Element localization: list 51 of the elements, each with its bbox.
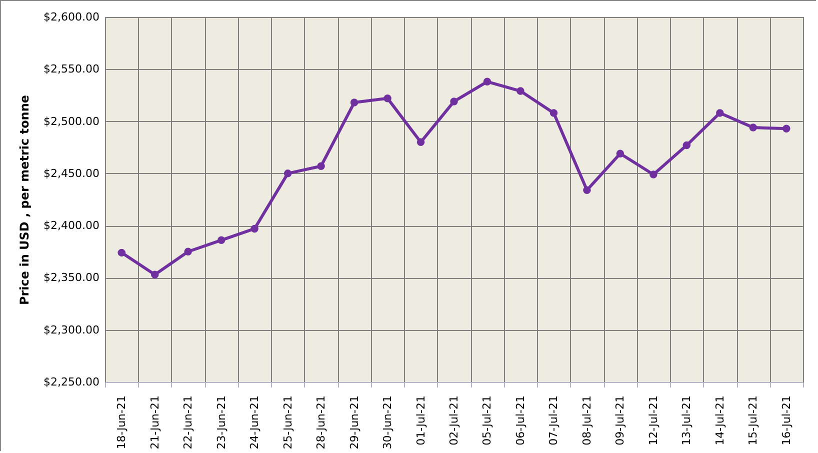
x-tick-label: 02-Jul-21 bbox=[448, 396, 460, 446]
x-tick-label: 30-Jun-21 bbox=[381, 396, 394, 450]
x-tick-label: 13-Jul-21 bbox=[680, 396, 694, 446]
x-tick-label: 12-Jul-21 bbox=[646, 396, 660, 446]
x-tick-label: 25-Jun-21 bbox=[281, 396, 294, 450]
x-tick-label: 22-Jun-21 bbox=[182, 396, 195, 450]
point bbox=[749, 124, 758, 132]
point bbox=[416, 138, 425, 146]
point bbox=[350, 98, 358, 106]
x-tick-label: 14-Jul-21 bbox=[713, 396, 726, 446]
y-tick-label: $2,450.00 bbox=[44, 166, 100, 180]
point bbox=[682, 141, 691, 150]
point bbox=[716, 109, 724, 117]
y-tick-label: $2,550.00 bbox=[44, 62, 100, 76]
y-tick-label: $2,500.00 bbox=[44, 114, 100, 128]
point bbox=[583, 186, 591, 194]
point bbox=[384, 94, 392, 102]
x-tick-label: 09-Jul-21 bbox=[614, 396, 627, 446]
x-tick-label: 08-Jul-21 bbox=[580, 396, 594, 446]
point bbox=[483, 78, 492, 86]
point bbox=[284, 170, 292, 178]
point bbox=[650, 170, 658, 178]
x-tick-label: 01-Jul-21 bbox=[414, 396, 428, 446]
x-tick-label: 05-Jul-21 bbox=[480, 396, 494, 446]
point bbox=[317, 162, 325, 170]
x-tick-label: 16-Jul-21 bbox=[780, 396, 793, 446]
x-tick-label: 06-Jul-21 bbox=[514, 396, 527, 446]
point bbox=[217, 236, 226, 244]
point bbox=[616, 150, 624, 158]
x-tick-label: 29-Jun-21 bbox=[348, 396, 361, 450]
y-tick-label: $2,250.00 bbox=[44, 376, 100, 388]
y-axis-title: Price in USD , per metric tonne bbox=[18, 94, 32, 306]
point bbox=[184, 248, 192, 256]
point bbox=[550, 109, 558, 117]
point bbox=[150, 270, 159, 278]
x-tick-label: 23-Jun-21 bbox=[214, 396, 228, 450]
x-tick-label: 15-Jul-21 bbox=[746, 396, 760, 446]
y-tick-label: $2,350.00 bbox=[44, 271, 100, 284]
x-tick-label: 28-Jun-21 bbox=[314, 396, 328, 450]
y-tick-label: $2,600.00 bbox=[44, 10, 100, 24]
x-tick-label: 21-Jun-21 bbox=[148, 396, 162, 450]
y-tick-label: $2,400.00 bbox=[44, 219, 100, 232]
point bbox=[250, 224, 258, 233]
point bbox=[782, 124, 790, 132]
point bbox=[516, 87, 524, 95]
point bbox=[450, 98, 458, 106]
x-tick-label: 07-Jul-21 bbox=[547, 396, 560, 446]
x-tick-label: 18-Jun-21 bbox=[115, 396, 128, 450]
point bbox=[118, 248, 126, 257]
x-tick-label: 24-Jun-21 bbox=[248, 396, 262, 450]
y-tick-label: $2,300.00 bbox=[44, 323, 100, 336]
